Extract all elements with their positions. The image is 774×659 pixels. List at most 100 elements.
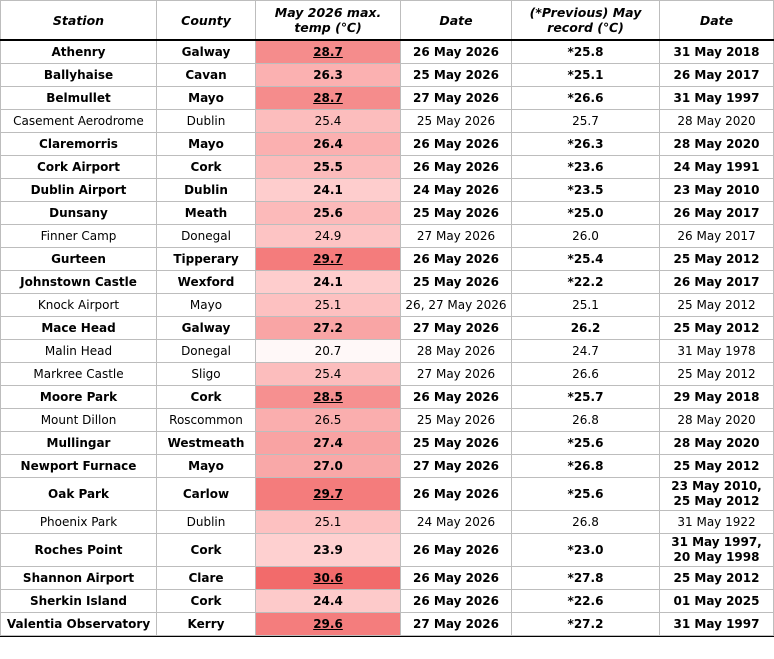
table-cell: 27.4 xyxy=(255,431,401,455)
table-cell: 25.4 xyxy=(255,362,401,386)
table-row: Malin Head Donegal 20.7 28 May 2026 24.7 31 M… xyxy=(0,339,774,363)
table-cell: 26 May 2026 xyxy=(400,566,512,590)
cell-text: 28.7 xyxy=(313,44,343,59)
header-row: Station County May 2026 max. temp (℃) Date(… xyxy=(0,0,774,41)
table-cell: Markree Castle xyxy=(0,362,157,386)
table-cell: 25 May 2012 xyxy=(659,454,774,478)
table-cell: Dublin xyxy=(156,109,256,133)
table-row: Claremorris Mayo 26.4 26 May 2026 *26.3 28 Ma… xyxy=(0,132,774,156)
table-cell: Ballyhaise xyxy=(0,63,157,87)
table-cell: Clare xyxy=(156,566,256,590)
table-cell: 25.1 xyxy=(511,293,660,317)
cell-text: 28.5 xyxy=(313,389,343,404)
table-cell: Galway xyxy=(156,39,256,64)
table-row: Belmullet Mayo 28.7 27 May 2026 *26.6 31 May … xyxy=(0,86,774,110)
table-cell: 23 May 2010 xyxy=(659,178,774,202)
table-cell: 25 May 2026 xyxy=(400,109,512,133)
table-row: Sherkin Island Cork 24.4 26 May 2026 *22.6 01… xyxy=(0,589,774,613)
table-cell: 25 May 2012 xyxy=(659,316,774,340)
table-cell: 29.6 xyxy=(255,612,401,636)
table-cell: *26.6 xyxy=(511,86,660,110)
table-cell: *25.7 xyxy=(511,385,660,409)
cell-text: 29.6 xyxy=(313,616,343,631)
table-cell: 25 May 2026 xyxy=(400,63,512,87)
table-cell: 26 May 2017 xyxy=(659,201,774,225)
table-row: Shannon Airport Clare 30.6 26 May 2026 *27.8… xyxy=(0,566,774,590)
table-cell: 26 May 2026 xyxy=(400,589,512,613)
table-cell: Dublin xyxy=(156,178,256,202)
table-cell: 25 May 2012 xyxy=(659,293,774,317)
table-cell: Finner Camp xyxy=(0,224,157,248)
table-cell: Valentia Observatory xyxy=(0,612,157,636)
table-cell: 26 May 2026 xyxy=(400,477,512,511)
table-cell: Meath xyxy=(156,201,256,225)
table-cell: Gurteen xyxy=(0,247,157,271)
table-cell: 27.2 xyxy=(255,316,401,340)
table-cell: 31 May 1997, 20 May 1998 xyxy=(659,533,774,567)
table-cell: 24.7 xyxy=(511,339,660,363)
table-cell: *22.2 xyxy=(511,270,660,294)
table-cell: Knock Airport xyxy=(0,293,157,317)
table-cell: 28 May 2020 xyxy=(659,109,774,133)
table-cell: 27 May 2026 xyxy=(400,454,512,478)
header-cell: Station xyxy=(0,0,157,41)
table-cell: Wexford xyxy=(156,270,256,294)
table-row: Mullingar Westmeath 27.4 25 May 2026 *25.6 28… xyxy=(0,431,774,455)
table-row: Valentia Observatory Kerry 29.6 27 May 2026… xyxy=(0,612,774,636)
table-cell: 26, 27 May 2026 xyxy=(400,293,512,317)
table-cell: 25 May 2026 xyxy=(400,270,512,294)
table-cell: 26 May 2026 xyxy=(400,39,512,64)
table-cell: Cork xyxy=(156,385,256,409)
table-cell: 27 May 2026 xyxy=(400,612,512,636)
table-cell: 01 May 2025 xyxy=(659,589,774,613)
table-cell: Mayo xyxy=(156,132,256,156)
table-row: Mount Dillon Roscommon 26.5 25 May 2026 26.8… xyxy=(0,408,774,432)
table-cell: *25.0 xyxy=(511,201,660,225)
table-cell: 24.1 xyxy=(255,178,401,202)
table-row: Newport Furnace Mayo 27.0 27 May 2026 *26.8 2… xyxy=(0,454,774,478)
table-cell: 30.6 xyxy=(255,566,401,590)
table-row: Johnstown Castle Wexford 24.1 25 May 2026 *2… xyxy=(0,270,774,294)
header-cell: May 2026 max. temp (℃) xyxy=(255,0,401,41)
cell-text: 29.7 xyxy=(313,486,343,501)
table-cell: 26.6 xyxy=(511,362,660,386)
table-cell: 24 May 1991 xyxy=(659,155,774,179)
table-cell: 26 May 2017 xyxy=(659,270,774,294)
table-cell: Moore Park xyxy=(0,385,157,409)
table-row: Markree Castle Sligo 25.4 27 May 2026 26.6 25… xyxy=(0,362,774,386)
table-cell: 26 May 2026 xyxy=(400,155,512,179)
table-cell: 28 May 2020 xyxy=(659,132,774,156)
table-cell: 27 May 2026 xyxy=(400,86,512,110)
table-cell: Tipperary xyxy=(156,247,256,271)
table-cell: Donegal xyxy=(156,224,256,248)
table-cell: 26.2 xyxy=(511,316,660,340)
table-row: Athenry Galway 28.7 26 May 2026 *25.8 31 May … xyxy=(0,39,774,64)
table-cell: 31 May 1922 xyxy=(659,510,774,534)
table-row: Phoenix Park Dublin 25.1 24 May 2026 26.8 31 … xyxy=(0,510,774,534)
table-cell: Galway xyxy=(156,316,256,340)
table-cell: 28 May 2026 xyxy=(400,339,512,363)
table-cell: 26.8 xyxy=(511,408,660,432)
table-cell: Dublin xyxy=(156,510,256,534)
table-row: Cork Airport Cork 25.5 26 May 2026 *23.6 24 M… xyxy=(0,155,774,179)
table-cell: 28 May 2020 xyxy=(659,408,774,432)
table-cell: 24 May 2026 xyxy=(400,178,512,202)
table-cell: Claremorris xyxy=(0,132,157,156)
table-cell: Mayo xyxy=(156,454,256,478)
table-cell: 26 May 2026 xyxy=(400,247,512,271)
table-cell: 29.7 xyxy=(255,247,401,271)
table-cell: Mullingar xyxy=(0,431,157,455)
table-row: Ballyhaise Cavan 26.3 25 May 2026 *25.1 26 Ma… xyxy=(0,63,774,87)
table-cell: Shannon Airport xyxy=(0,566,157,590)
table-cell: *23.0 xyxy=(511,533,660,567)
table-cell: 25.7 xyxy=(511,109,660,133)
table-row: Moore Park Cork 28.5 26 May 2026 *25.7 29 May… xyxy=(0,385,774,409)
table-row: Knock Airport Mayo 25.1 26, 27 May 2026 25.1… xyxy=(0,293,774,317)
header-cell: Date xyxy=(659,0,774,41)
table-cell: Oak Park xyxy=(0,477,157,511)
table-cell: Malin Head xyxy=(0,339,157,363)
table-row: Finner Camp Donegal 24.9 27 May 2026 26.0 26 … xyxy=(0,224,774,248)
table-row: Casement Aerodrome Dublin 25.4 25 May 2026 2… xyxy=(0,109,774,133)
table-cell: 26.5 xyxy=(255,408,401,432)
